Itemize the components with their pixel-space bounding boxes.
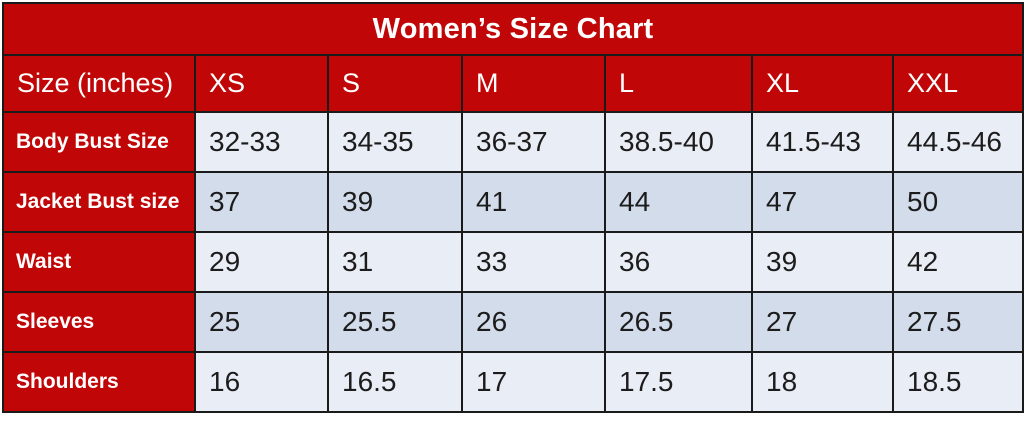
cell-shoulders-m: 17 [461,351,606,413]
cell-shoulders-xxl: 18.5 [891,351,1024,413]
title-row: Women’s Size Chart [1,2,1024,56]
cell-jacket-bust-l: 44 [604,171,753,233]
cell-shoulders-xs: 16 [194,351,329,413]
cell-shoulders-l: 17.5 [604,351,753,413]
cell-body-bust-l: 38.5-40 [604,111,753,173]
cell-sleeves-s: 25.5 [327,291,463,353]
cell-body-bust-m: 36-37 [461,111,606,173]
table-row-jacket-bust-size: Jacket Bust size 37 39 41 44 47 50 [2,171,1024,233]
cell-shoulders-s: 16.5 [327,351,463,413]
table-row-sleeves: Sleeves 25 25.5 26 26.5 27 27.5 [2,291,1024,353]
column-header-l: L [604,54,753,113]
table-row-body-bust-size: Body Bust Size 32-33 34-35 36-37 38.5-40… [2,111,1024,173]
cell-shoulders-xl: 18 [751,351,894,413]
cell-jacket-bust-s: 39 [327,171,463,233]
cell-body-bust-xxl: 44.5-46 [891,111,1024,173]
cell-waist-m: 33 [461,231,606,293]
page-title: Women’s Size Chart [1,2,1024,56]
cell-jacket-bust-m: 41 [461,171,606,233]
row-label-sleeves: Sleeves [2,291,196,353]
column-header-xl: XL [751,54,894,113]
column-header-m: M [461,54,606,113]
column-header-s: S [327,54,463,113]
size-chart-table: Women’s Size Chart Size (inches) XS S M … [1,2,1024,413]
cell-sleeves-xs: 25 [194,291,329,353]
row-label-jacket-bust-size: Jacket Bust size [2,171,196,233]
cell-sleeves-l: 26.5 [604,291,753,353]
column-header-xs: XS [194,54,329,113]
column-header-row: Size (inches) XS S M L XL XXL [2,54,1024,113]
cell-body-bust-xs: 32-33 [194,111,329,173]
cell-sleeves-xxl: 27.5 [891,291,1024,353]
cell-jacket-bust-xxl: 50 [891,171,1024,233]
cell-waist-xs: 29 [194,231,329,293]
cell-waist-s: 31 [327,231,463,293]
cell-jacket-bust-xs: 37 [194,171,329,233]
column-header-size-unit: Size (inches) [2,54,196,113]
row-label-body-bust-size: Body Bust Size [2,111,196,173]
cell-waist-l: 36 [604,231,753,293]
cell-sleeves-xl: 27 [751,291,894,353]
column-header-xxl: XXL [891,54,1024,113]
cell-sleeves-m: 26 [461,291,606,353]
cell-body-bust-xl: 41.5-43 [751,111,894,173]
cell-body-bust-s: 34-35 [327,111,463,173]
cell-waist-xxl: 42 [891,231,1024,293]
table-row-shoulders: Shoulders 16 16.5 17 17.5 18 18.5 [2,351,1024,413]
row-label-waist: Waist [2,231,196,293]
table-row-waist: Waist 29 31 33 36 39 42 [2,231,1024,293]
row-label-shoulders: Shoulders [2,351,196,413]
cell-waist-xl: 39 [751,231,894,293]
cell-jacket-bust-xl: 47 [751,171,894,233]
